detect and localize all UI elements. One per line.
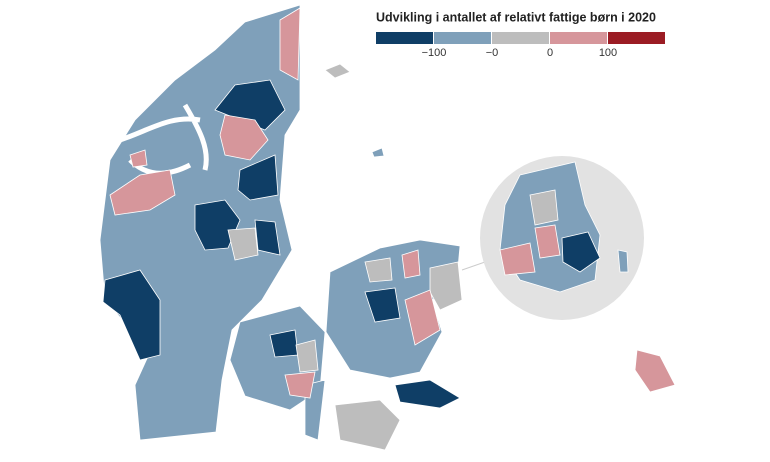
region bbox=[429, 261, 463, 311]
region bbox=[324, 63, 351, 79]
region bbox=[295, 339, 319, 373]
zoom-connector bbox=[461, 261, 486, 271]
region bbox=[529, 189, 559, 226]
legend-title: Udvikling i antallet af relativt fattige… bbox=[376, 10, 656, 24]
region bbox=[129, 149, 148, 168]
legend-swatch bbox=[434, 32, 491, 44]
legend-swatch bbox=[550, 32, 607, 44]
region bbox=[534, 224, 561, 259]
region bbox=[102, 269, 161, 361]
region bbox=[227, 227, 259, 261]
region bbox=[634, 349, 676, 393]
region bbox=[237, 154, 279, 201]
region bbox=[561, 231, 601, 273]
region bbox=[284, 371, 316, 399]
legend-label: 0 bbox=[547, 47, 553, 59]
region bbox=[499, 242, 536, 276]
legend-swatch bbox=[608, 32, 665, 44]
region bbox=[254, 219, 281, 256]
region bbox=[371, 147, 385, 158]
region bbox=[394, 379, 461, 409]
region bbox=[404, 289, 441, 346]
legend-label: 100 bbox=[599, 47, 617, 59]
legend-swatch bbox=[376, 32, 433, 44]
region bbox=[214, 79, 286, 131]
region bbox=[194, 199, 241, 251]
region bbox=[364, 257, 393, 283]
legend-swatch bbox=[492, 32, 549, 44]
region bbox=[334, 399, 401, 451]
legend-label: −100 bbox=[422, 47, 447, 59]
legend-label: −0 bbox=[486, 47, 499, 59]
map bbox=[99, 4, 676, 451]
region bbox=[617, 249, 629, 273]
region bbox=[269, 329, 299, 358]
region bbox=[364, 287, 401, 323]
legend: Udvikling i antallet af relativt fattige… bbox=[376, 10, 665, 59]
region bbox=[401, 249, 421, 279]
region bbox=[219, 114, 269, 161]
region bbox=[109, 169, 176, 216]
region bbox=[279, 7, 301, 81]
